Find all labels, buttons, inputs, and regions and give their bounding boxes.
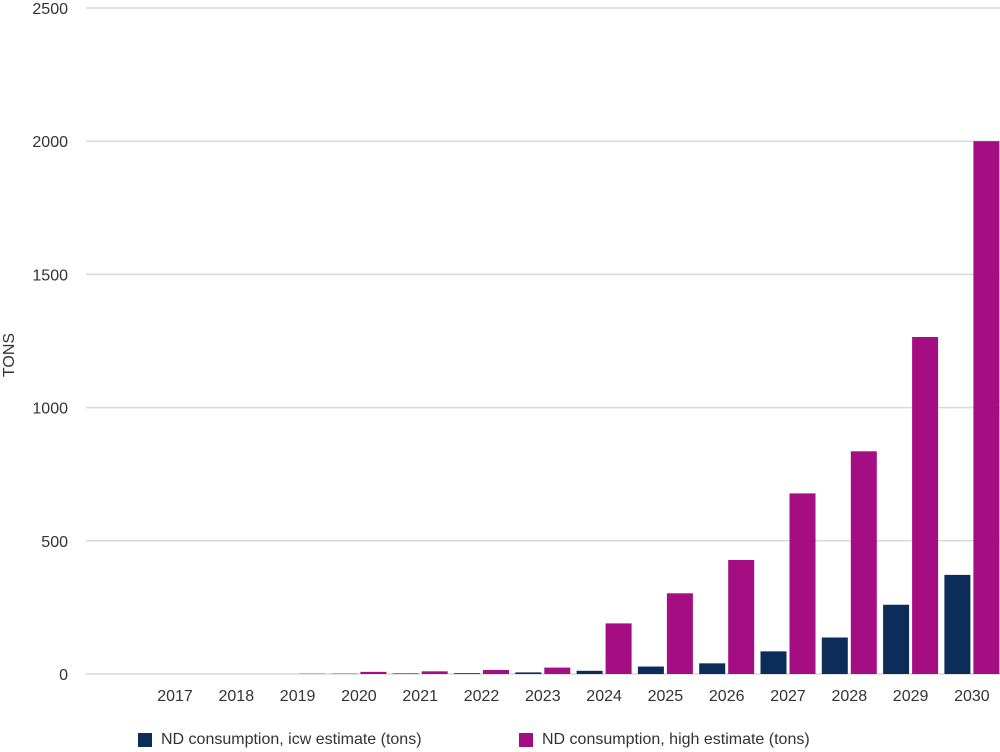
bar-high-2026: [728, 559, 755, 674]
bar-high-2021: [421, 671, 448, 674]
bar-icw-2029: [883, 604, 910, 674]
legend-item-series-1: ND consumption, icw estimate (tons): [138, 731, 422, 749]
y-tick-label: 1500: [32, 267, 68, 284]
bar-icw-2022: [454, 673, 480, 674]
y-tick-label: 2500: [32, 1, 68, 18]
bar-high-2028: [850, 451, 877, 674]
bar-icw-2028: [821, 637, 848, 674]
y-axis-ticks: 0 500 1000 1500 2000 2500: [32, 1, 68, 684]
bar-high-2030: [973, 141, 1000, 674]
x-tick-label: 2024: [586, 688, 622, 705]
legend-label: ND consumption, icw estimate (tons): [161, 731, 422, 748]
bars: [299, 141, 1000, 674]
x-tick-label: 2019: [280, 688, 316, 705]
bar-high-2022: [483, 670, 509, 674]
x-tick-label: 2018: [219, 688, 255, 705]
x-axis-ticks: 2017 2018 2019 2020 2021 2022 2023 2024 2025 2026…: [157, 688, 990, 705]
bar-high-2027: [789, 493, 816, 674]
bar-high-2025: [666, 593, 693, 674]
x-tick-label: 2023: [525, 688, 561, 705]
y-tick-label: 500: [41, 534, 68, 551]
x-tick-label: 2026: [709, 688, 745, 705]
x-tick-label: 2017: [157, 688, 193, 705]
x-tick-label: 2022: [464, 688, 500, 705]
bar-high-2023: [544, 667, 571, 674]
legend: ND consumption, icw estimate (tons) ND c…: [0, 728, 1000, 752]
y-tick-label: 1000: [32, 401, 68, 418]
bar-icw-2026: [699, 663, 726, 674]
x-tick-label: 2020: [341, 688, 377, 705]
bar-high-2024: [605, 623, 632, 674]
legend-swatch: [519, 733, 533, 747]
x-tick-label: 2029: [893, 688, 929, 705]
bar-icw-2025: [637, 666, 664, 674]
bar-icw-2024: [576, 670, 603, 674]
y-axis-title: TONS: [1, 333, 18, 377]
y-tick-label: 0: [59, 667, 68, 684]
legend-swatch: [138, 733, 152, 747]
x-tick-label: 2021: [402, 688, 438, 705]
x-tick-label: 2028: [832, 688, 868, 705]
bar-icw-2027: [760, 651, 787, 674]
x-tick-label: 2025: [648, 688, 684, 705]
bar-icw-2023: [515, 672, 542, 674]
bar-high-2029: [912, 337, 939, 674]
x-tick-label: 2030: [954, 688, 990, 705]
bar-icw-2021: [392, 673, 419, 674]
y-tick-label: 2000: [32, 134, 68, 151]
legend-item-series-2: ND consumption, high estimate (tons): [519, 731, 810, 749]
legend-label: ND consumption, high estimate (tons): [542, 731, 810, 748]
x-tick-label: 2027: [770, 688, 806, 705]
bar-icw-2030: [944, 574, 971, 674]
bar-high-2020: [360, 671, 387, 674]
